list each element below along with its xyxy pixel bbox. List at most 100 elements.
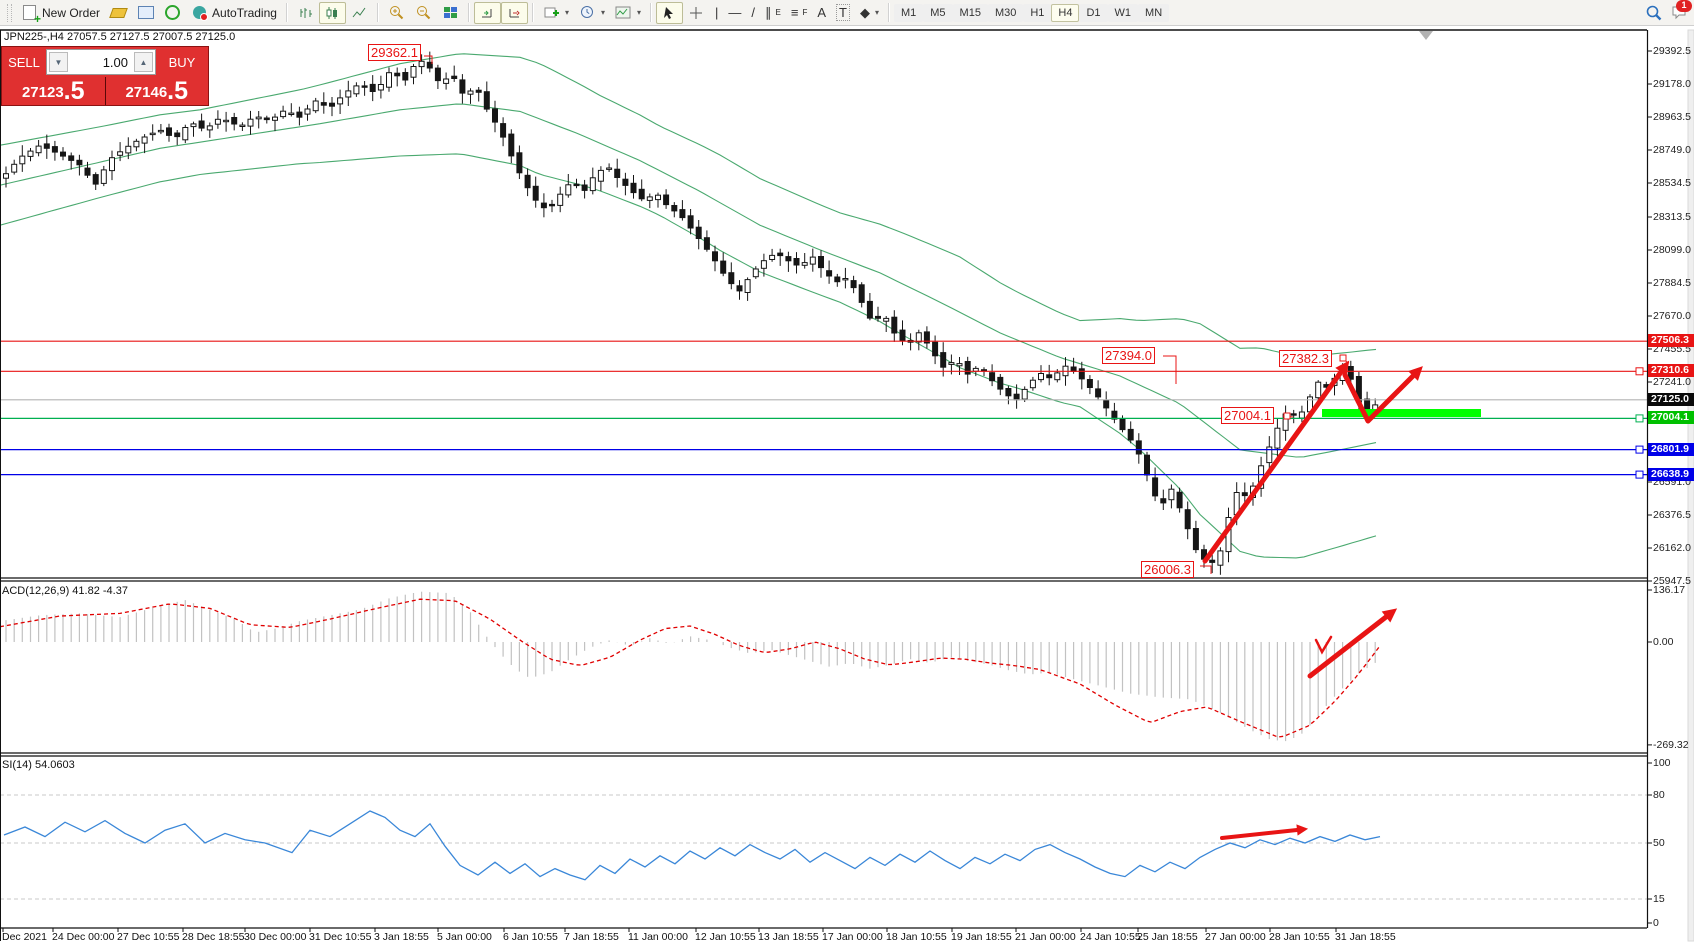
sell-price-fraction: .5	[63, 77, 85, 105]
signals-button[interactable]	[159, 2, 186, 24]
profiles-clock-icon	[579, 5, 596, 21]
red-check-doodle[interactable]	[1314, 635, 1333, 655]
volume-decrease-button[interactable]: ▼	[49, 52, 68, 72]
line-handle[interactable]	[1635, 414, 1644, 423]
deposit-button[interactable]	[105, 2, 132, 24]
tile-windows-button[interactable]	[437, 2, 464, 24]
channel-button[interactable]: ∥ E	[760, 2, 786, 24]
zoom-in-button[interactable]	[383, 2, 410, 24]
label-tool-button[interactable]: T	[831, 1, 855, 24]
trend-arrow[interactable]	[1202, 369, 1344, 564]
chart-shift-button[interactable]	[500, 1, 528, 24]
signals-icon	[165, 5, 181, 20]
buy-price-fraction: .5	[167, 77, 189, 105]
horizontal-line-button[interactable]: —	[723, 2, 746, 23]
volume-input[interactable]: 1.00	[102, 54, 128, 70]
annotation-connector	[1163, 355, 1177, 384]
timeframe-m1[interactable]: M1	[893, 3, 924, 22]
chart-shift-icon	[506, 5, 523, 21]
buy-button[interactable]: BUY	[168, 54, 196, 70]
timeframe-h4[interactable]: H4	[1051, 3, 1080, 22]
horizontal-line-icon: —	[728, 5, 742, 20]
arrowhead	[1381, 608, 1398, 623]
arrowhead	[1296, 824, 1309, 836]
timeframe-group: M1 M5 M15 M30 H1 H4 D1 W1 MN	[893, 3, 1170, 22]
annotation-handle[interactable]	[1283, 412, 1291, 420]
cursor-icon	[661, 5, 678, 21]
annotation-connector	[424, 55, 433, 64]
bar-chart-button[interactable]	[292, 2, 319, 24]
timeframe-m5[interactable]: M5	[923, 3, 953, 22]
channel-sub-label: E	[775, 8, 781, 17]
trendline-button[interactable]: /	[746, 2, 760, 23]
zoom-out-button[interactable]	[410, 2, 437, 24]
sell-button[interactable]: SELL	[8, 54, 40, 70]
volume-increase-button[interactable]: ▲	[134, 52, 153, 72]
toolbar-separator	[467, 3, 470, 22]
chart-area[interactable]: JPN225-,H4 27057.5 27127.5 27007.5 27125…	[0, 26, 1694, 943]
autotrading-button[interactable]: AutoTrading	[186, 2, 282, 24]
search-icon[interactable]	[1645, 5, 1662, 21]
auto-scroll-icon	[479, 5, 496, 21]
notifications-icon[interactable]: 1	[1670, 0, 1692, 21]
line-chart-button[interactable]	[346, 2, 373, 24]
toolbar-grip[interactable]	[7, 3, 12, 22]
text-icon: A	[817, 5, 827, 20]
crosshair-icon	[688, 5, 705, 21]
bollinger-band	[0, 53, 1377, 358]
vertical-line-icon: |	[715, 5, 719, 20]
bar-chart-icon	[297, 5, 314, 21]
annotation-handle[interactable]	[1339, 354, 1347, 362]
new-chart-button[interactable]: ▾	[538, 2, 574, 24]
chart-canvas[interactable]	[0, 26, 1694, 943]
arrows-tool-button[interactable]: ◆ ▾	[855, 2, 884, 24]
text-tool-button[interactable]: A	[812, 2, 831, 23]
green-zone-rectangle[interactable]	[1322, 409, 1481, 417]
vertical-line-button[interactable]: |	[710, 2, 723, 23]
label-icon: T	[836, 4, 850, 21]
toolbar-separator	[376, 3, 379, 22]
trend-arrow[interactable]	[1342, 372, 1416, 424]
candlestick-icon	[324, 5, 341, 21]
trend-arrow[interactable]	[1220, 828, 1299, 840]
candlestick-button[interactable]	[318, 1, 346, 24]
templates-button[interactable]: ▾	[610, 2, 646, 24]
zoom-in-icon	[388, 5, 405, 21]
scrollbar[interactable]	[1687, 29, 1694, 942]
timeframe-h1[interactable]: H1	[1023, 3, 1052, 22]
chevron-down-icon: ▾	[564, 8, 569, 17]
buy-price[interactable]: 27146 .5	[105, 77, 208, 105]
crosshair-button[interactable]	[683, 2, 710, 24]
arrowhead	[1335, 360, 1350, 377]
metaeditor-button[interactable]	[132, 2, 159, 24]
line-handle[interactable]	[1635, 470, 1644, 479]
arrowhead	[1408, 366, 1423, 381]
chevron-down-icon: ▾	[874, 8, 879, 17]
metaeditor-icon	[137, 6, 154, 19]
timeframe-mn[interactable]: MN	[1138, 3, 1170, 22]
annotation-connector	[1200, 565, 1212, 574]
volume-control: ▼ 1.00 ▲	[46, 49, 156, 75]
timeframe-m15[interactable]: M15	[952, 3, 988, 22]
line-chart-icon	[351, 5, 368, 21]
chart-shift-marker[interactable]	[1419, 31, 1433, 40]
cursor-button[interactable]	[656, 1, 683, 24]
arrows-icon: ◆	[859, 4, 870, 20]
zoom-out-icon	[415, 5, 432, 21]
fibonacci-sub-label: F	[802, 8, 808, 17]
timeframe-d1[interactable]: D1	[1079, 3, 1108, 22]
sell-price[interactable]: 27123 .5	[2, 77, 105, 105]
macd-signal-line	[0, 598, 1381, 738]
new-order-button[interactable]: New Order	[16, 2, 105, 25]
toolbar-separator	[285, 3, 288, 22]
timeframe-w1[interactable]: W1	[1107, 3, 1139, 22]
fibonacci-button[interactable]: ≡ F	[786, 2, 812, 23]
line-handle[interactable]	[1635, 445, 1644, 454]
timeframe-m30[interactable]: M30	[987, 3, 1024, 22]
profiles-button[interactable]: ▾	[574, 2, 610, 24]
trendline-icon: /	[751, 5, 756, 20]
autotrading-label: AutoTrading	[212, 5, 277, 20]
line-handle[interactable]	[1635, 367, 1644, 376]
trend-arrow[interactable]	[1307, 614, 1389, 679]
auto-scroll-button[interactable]	[473, 1, 501, 24]
